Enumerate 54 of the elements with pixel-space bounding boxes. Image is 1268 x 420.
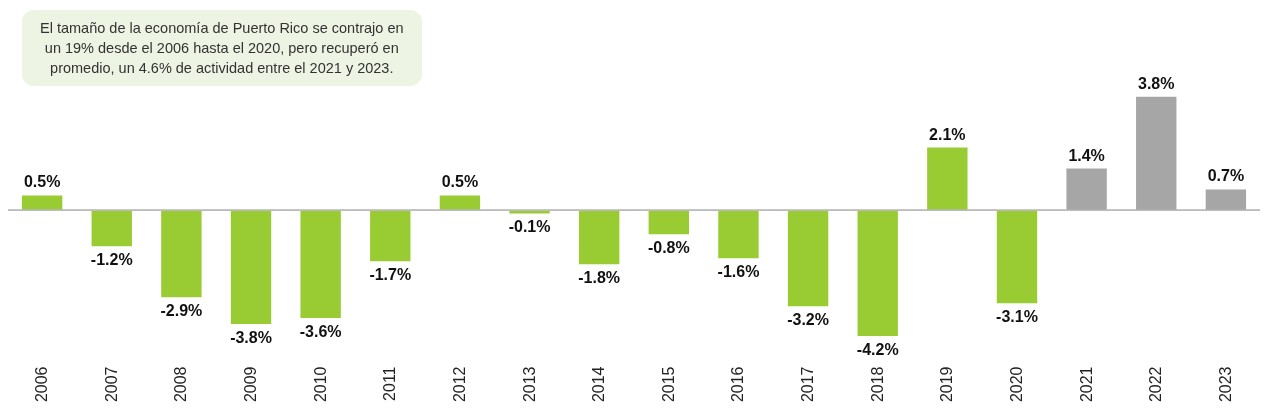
data-label: -1.6% (717, 263, 760, 281)
bar (161, 210, 202, 298)
text: El tamaño de la economía de Puerto Rico se contrajo en un 19% desde el 2006 hasta el 2020, pero recuperó en promedio, un 4.6% de actividad entre el 2021 y 2023. (22, 10, 422, 86)
x-tick-label: 2009 (242, 366, 260, 403)
x-tick-label: 2014 (590, 366, 608, 403)
data-label: 3.8% (1138, 74, 1175, 92)
x-tick-label: 2007 (102, 366, 120, 403)
data-label: -3.1% (996, 308, 1038, 326)
bar (787, 210, 829, 307)
x-tick-label: 2018 (868, 366, 886, 403)
x-tick-label: 2019 (938, 366, 956, 403)
x-tick-label: 2023 (1216, 366, 1234, 403)
x-tick-label: 2020 (1007, 366, 1025, 403)
data-label: -4.2% (856, 341, 899, 359)
data-label: -1.7% (369, 266, 412, 284)
bar (1136, 96, 1177, 211)
bar (1205, 189, 1247, 211)
x-tick-label: 2011 (381, 366, 399, 401)
bar (230, 210, 272, 325)
data-label: -3.8% (230, 329, 272, 347)
data-label: 0.7% (1207, 167, 1245, 185)
bar (718, 210, 759, 259)
bar (91, 210, 132, 247)
bar (578, 210, 620, 265)
x-tick-label: 2015 (659, 366, 677, 403)
data-label: 0.5% (23, 173, 61, 191)
data-label: 1.4% (1068, 146, 1105, 164)
bar (648, 210, 690, 235)
data-label: 0.5% (441, 173, 479, 191)
data-label: 2.1% (929, 125, 966, 143)
bar (927, 147, 968, 211)
bar (439, 195, 481, 211)
x-tick-label: 2008 (172, 366, 190, 403)
data-label: -3.6% (299, 323, 342, 341)
data-label: -0.8% (647, 239, 690, 257)
data-label: -1.8% (578, 269, 621, 287)
x-tick-label: 2006 (33, 366, 51, 403)
bar (370, 210, 411, 262)
data-label: -2.9% (160, 302, 203, 320)
bar (996, 210, 1038, 304)
x-tick-label: 2010 (311, 366, 329, 403)
data-label: -0.1% (508, 218, 551, 236)
bar (857, 210, 898, 337)
x-tick-label: 2012 (450, 366, 468, 403)
x-tick-label: 2017 (799, 366, 817, 403)
data-label: -1.2% (90, 251, 133, 269)
bar (1066, 168, 1107, 211)
x-tick-label: 2016 (729, 366, 747, 403)
bar (300, 210, 341, 319)
x-tick-label: 2021 (1077, 366, 1095, 403)
data-label: -3.2% (787, 311, 829, 329)
bar (21, 195, 63, 211)
x-tick-label: 2022 (1147, 366, 1165, 403)
x-tick-label: 2013 (520, 366, 538, 403)
